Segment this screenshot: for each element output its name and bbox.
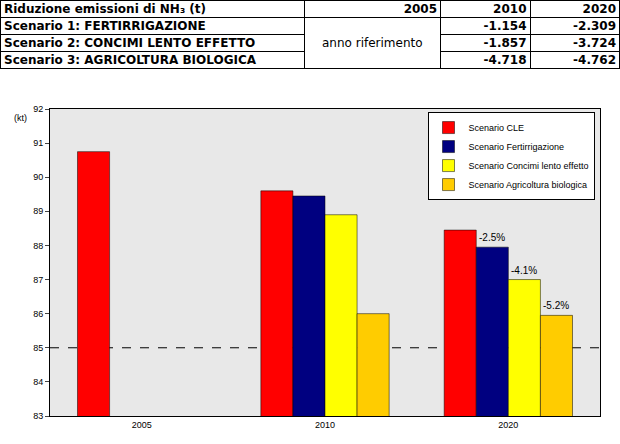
svg-text:92: 92 xyxy=(33,104,43,114)
svg-text:Scenario Concimi lento effetto: Scenario Concimi lento effetto xyxy=(469,161,589,171)
html-text:Scenario 3: AGRICOLTURA BIOLOG: Scenario 3: AGRICOLTURA BIOLOGICA xyxy=(4,53,257,67)
svg-text:-4.1%: -4.1% xyxy=(511,265,537,276)
html-text:Riduzione emissioni di NH₃ (t): Riduzione emissioni di NH₃ (t) xyxy=(4,2,206,16)
svg-text:86: 86 xyxy=(33,309,43,319)
svg-text:85: 85 xyxy=(33,343,43,353)
svg-text:Scenario Agricoltura biologica: Scenario Agricoltura biologica xyxy=(469,180,588,190)
html-text:anno riferimento: anno riferimento xyxy=(322,36,423,50)
html-text:-4.762: -4.762 xyxy=(573,53,616,67)
svg-text:-5.2%: -5.2% xyxy=(543,300,569,311)
html-text:-1.857: -1.857 xyxy=(483,36,527,50)
svg-text:84: 84 xyxy=(33,377,43,387)
svg-text:2005: 2005 xyxy=(132,420,152,430)
html-text:2005: 2005 xyxy=(403,2,437,16)
svg-text:Scenario CLE: Scenario CLE xyxy=(469,123,525,133)
html-text:Scenario 1: FERTIRRIGAZIONE: Scenario 1: FERTIRRIGAZIONE xyxy=(4,19,206,33)
html-text:2010: 2010 xyxy=(493,2,527,16)
html-text:Scenario 2: CONCIMI LENTO EFFE: Scenario 2: CONCIMI LENTO EFFETTO xyxy=(4,36,256,50)
svg-text:91: 91 xyxy=(33,138,43,148)
svg-text:2010: 2010 xyxy=(315,420,335,430)
svg-text:-2.5%: -2.5% xyxy=(479,232,505,243)
svg-text:83: 83 xyxy=(33,411,43,421)
svg-text:90: 90 xyxy=(33,172,43,182)
html-text:-3.724: -3.724 xyxy=(573,36,616,50)
html-text:-4.718: -4.718 xyxy=(483,53,527,67)
html-text:2020: 2020 xyxy=(582,2,616,16)
svg-text:2020: 2020 xyxy=(498,420,518,430)
html-text:-2.309: -2.309 xyxy=(573,19,616,33)
svg-text:88: 88 xyxy=(33,241,43,251)
html-text:-1.154: -1.154 xyxy=(483,19,527,33)
svg-text:89: 89 xyxy=(33,206,43,216)
svg-text:Scenario Fertirrigazione: Scenario Fertirrigazione xyxy=(469,142,565,152)
svg-text:87: 87 xyxy=(33,275,43,285)
svg-text:(kt): (kt) xyxy=(14,113,27,123)
